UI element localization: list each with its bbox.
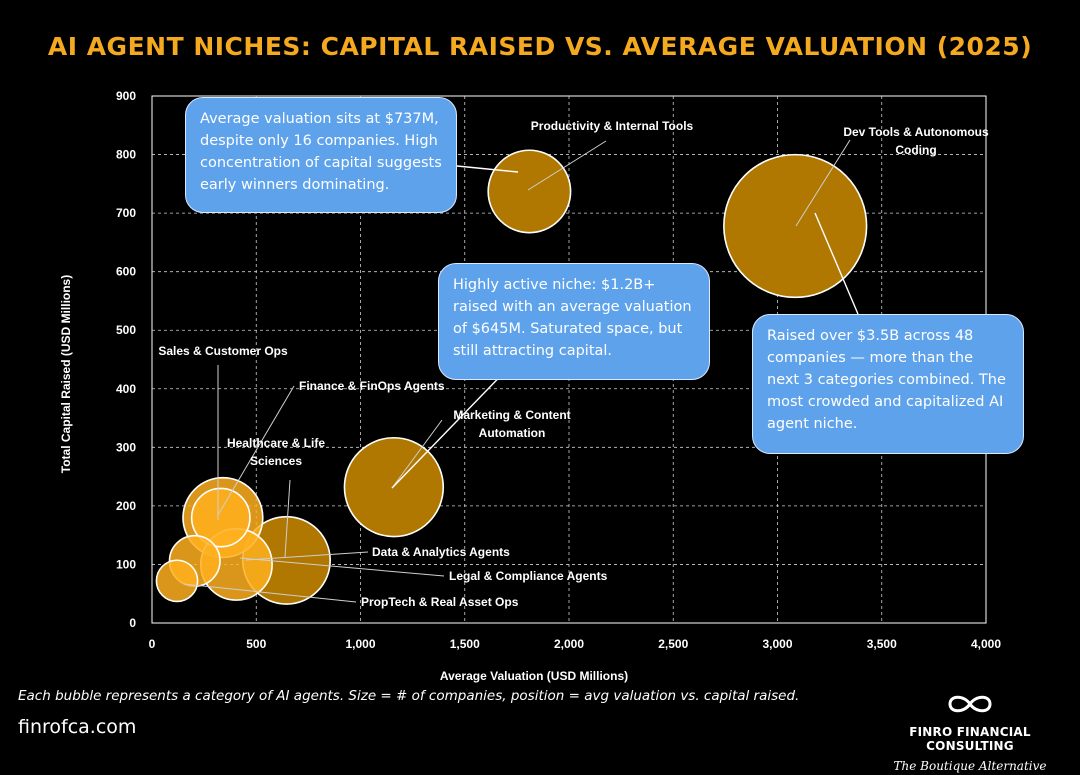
brand-block: FINRO FINANCIAL CONSULTING The Boutique … — [880, 692, 1060, 773]
leader-line — [391, 419, 443, 489]
bubble — [343, 436, 445, 538]
callout-leader — [456, 165, 519, 173]
y-tick-label: 700 — [116, 206, 136, 220]
leader-line — [239, 557, 445, 577]
leader-line — [284, 479, 291, 558]
bubble-label: Healthcare & Life Sciences — [227, 436, 325, 468]
chart-title: AI AGENT NICHES: CAPITAL RAISED VS. AVER… — [47, 32, 1033, 61]
bubble — [155, 559, 199, 603]
y-tick-label: 0 — [129, 616, 136, 630]
callout-marketing: Highly active niche: $1.2B+ raised with … — [438, 263, 710, 380]
website-link[interactable]: finrofca.com — [18, 716, 137, 738]
brand-tagline: The Boutique Alternative — [893, 759, 1047, 773]
bubble-label: Finance & FinOps Agents — [299, 379, 445, 393]
y-tick-label: 200 — [116, 499, 136, 513]
y-tick-label: 100 — [116, 557, 136, 571]
bubble-labels: Productivity & Internal Tools Dev Tools &… — [158, 119, 989, 609]
callout-productivity: Average valuation sits at $737M, despite… — [185, 97, 457, 213]
bubble — [190, 487, 251, 548]
y-tick-label: 400 — [116, 382, 136, 396]
x-tick-label: 1,500 — [450, 637, 480, 651]
x-tick-label: 3,500 — [867, 637, 897, 651]
bubble — [723, 153, 868, 299]
bubble-label: PropTech & Real Asset Ops — [361, 595, 519, 609]
footnote: Each bubble represents a category of AI … — [18, 688, 800, 704]
leader-line — [217, 385, 295, 516]
leader-line — [245, 551, 369, 561]
bubble-label: Data & Analytics Agents — [372, 545, 510, 559]
callout-devtools: Raised over $3.5B across 48 companies — … — [752, 314, 1024, 454]
y-tick-label: 600 — [116, 265, 136, 279]
bubble-label: Sales & Customer Ops — [158, 344, 288, 358]
axes: 0 500 1,000 1,500 2,000 2,500 3,000 3,500 4,000 0… — [116, 89, 1001, 651]
y-tick-label: 900 — [116, 89, 136, 103]
x-tick-label: 2,500 — [658, 637, 688, 651]
x-tick-label: 3,000 — [762, 637, 792, 651]
bubble-label: Marketing & Content Automation — [453, 408, 570, 440]
brand-name: FINRO FINANCIAL CONSULTING — [909, 725, 1031, 753]
leader-line — [795, 139, 851, 227]
y-tick-label: 800 — [116, 148, 136, 162]
leader-line — [527, 140, 607, 191]
callout-leader — [814, 212, 859, 315]
y-tick-label: 300 — [116, 440, 136, 454]
x-tick-label: 1,000 — [345, 637, 375, 651]
y-tick-label: 500 — [116, 323, 136, 337]
infinity-icon — [948, 695, 992, 713]
bubble — [487, 149, 572, 234]
leader-line — [183, 583, 357, 603]
bubble-label: Dev Tools & Autonomous Coding — [843, 125, 989, 157]
x-tick-label: 4,000 — [971, 637, 1001, 651]
x-tick-label: 2,000 — [554, 637, 584, 651]
bubble-label: Legal & Compliance Agents — [449, 569, 608, 583]
bubble-label: Productivity & Internal Tools — [531, 119, 694, 133]
x-tick-label: 0 — [149, 637, 156, 651]
x-tick-label: 500 — [246, 637, 266, 651]
y-axis-label: Total Capital Raised (USD Millions) — [59, 275, 73, 473]
x-axis-label: Average Valuation (USD Millions) — [440, 669, 628, 683]
